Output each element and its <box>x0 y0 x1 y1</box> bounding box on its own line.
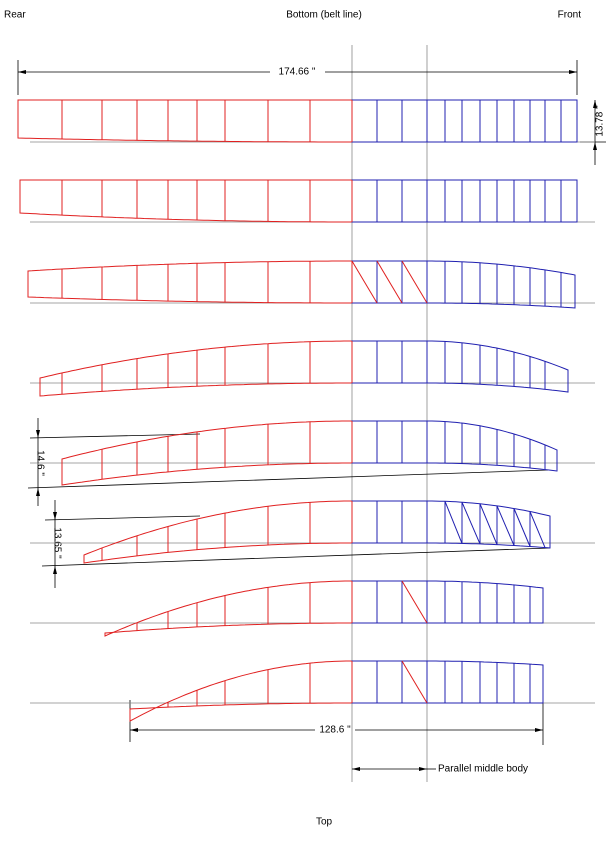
diagonal <box>376 260 403 304</box>
panel-outline <box>351 179 578 223</box>
tangent-line <box>29 433 201 439</box>
tangent-line <box>44 515 201 521</box>
diagonal <box>401 660 428 704</box>
panel-outline <box>351 260 576 309</box>
diagonal <box>529 511 546 548</box>
panel-outline <box>104 580 353 637</box>
panel-outline <box>351 99 578 143</box>
panel-outline <box>39 340 353 397</box>
diagonal <box>461 502 481 545</box>
diagonal <box>401 260 428 304</box>
tangent-line <box>27 469 549 489</box>
panel-outline <box>129 660 353 722</box>
top-label: Top <box>316 817 333 828</box>
diagonal <box>496 505 515 546</box>
dim-text: 13.78 " <box>595 105 606 137</box>
diagonal <box>444 501 463 544</box>
panel-outline <box>27 260 353 304</box>
tangent-line <box>41 547 551 567</box>
panel-outline <box>351 340 569 393</box>
arrows <box>352 767 427 771</box>
dim-text: Parallel middle body <box>438 764 528 775</box>
panels <box>17 99 595 722</box>
diagonal <box>479 503 498 545</box>
dim-text: 128.6 " <box>319 725 351 736</box>
dim-text: 174.66 " <box>279 67 316 78</box>
bottom-label: Bottom (belt line) <box>286 10 362 21</box>
diagonal <box>513 508 531 547</box>
panel-outline <box>19 179 353 223</box>
panel-outline <box>17 99 353 143</box>
panel-outline <box>61 420 353 486</box>
front-label: Front <box>558 10 582 21</box>
panel-outline <box>351 420 558 472</box>
panel-outline <box>83 500 353 564</box>
diagonal <box>351 260 378 304</box>
rear-label: Rear <box>4 10 26 21</box>
diagonal <box>401 580 428 624</box>
